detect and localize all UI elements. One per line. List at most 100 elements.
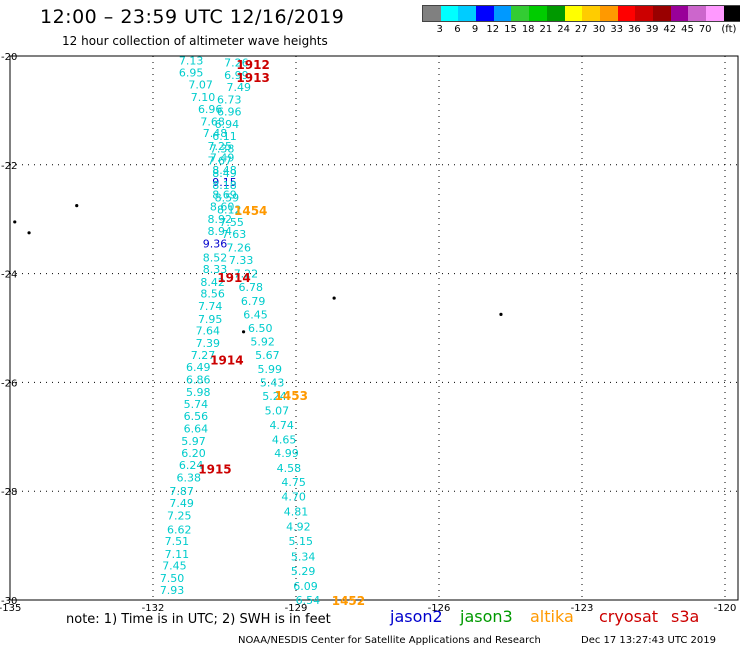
legend-label: 9	[471, 24, 479, 35]
legend-label: 15	[504, 24, 517, 35]
wave-height-label: 7.55	[219, 216, 244, 229]
lat-tick-label: -30	[1, 596, 17, 607]
credit-timestamp: Dec 17 13:27:43 UTC 2019	[581, 635, 716, 646]
wave-height-label: 5.67	[255, 349, 280, 362]
legend-swatch	[511, 6, 530, 21]
map-title: 12:00 – 23:59 UTC 12/16/2019	[40, 6, 345, 28]
legend-s3a: s3a	[671, 607, 700, 626]
legend-label: 33	[610, 24, 624, 35]
islands	[13, 204, 503, 334]
wave-height-label: 5.07	[265, 405, 290, 418]
wave-height-label: 7.07	[188, 78, 213, 91]
pass-time-label: 1453	[275, 389, 308, 403]
wave-height-label: 8.18	[212, 179, 237, 192]
pass-time-label: 1913	[236, 71, 269, 85]
wave-height-label: 4.74	[269, 419, 294, 432]
legend-label: 18	[521, 24, 535, 35]
wave-height-label: 5.15	[289, 535, 314, 548]
wave-height-label: 6.62	[167, 523, 192, 536]
wave-height-label: 7.13	[179, 54, 204, 67]
wave-height-label: 6.96	[198, 103, 223, 116]
legend-swatch	[476, 6, 494, 21]
wave-height-label: 6.94	[215, 118, 240, 131]
legend-swatch	[458, 6, 477, 21]
wave-height-label: 4.92	[286, 521, 311, 534]
wave-height-label: 8.49	[212, 167, 237, 180]
pass-time-label: 1914	[210, 354, 243, 368]
legend-jason2: jason2	[390, 607, 443, 626]
wave-height-label: 7.10	[191, 91, 216, 104]
wave-height-label: 6.56	[184, 410, 209, 423]
legend-label: 27	[574, 24, 588, 35]
grid-lines	[9, 55, 739, 601]
legend-swatch	[599, 6, 618, 21]
pass-time-label: 1454	[234, 204, 267, 218]
wave-height-label: 6.73	[217, 94, 242, 107]
wave-height-label: 5.92	[250, 336, 275, 349]
wave-height-label: 7.48	[203, 127, 228, 140]
wave-height-label: 5.97	[181, 435, 206, 448]
legend-swatch	[670, 6, 689, 21]
lat-tick-label: -26	[1, 378, 17, 389]
pass-time-label: 1912	[236, 58, 269, 72]
legend-label: 36	[628, 24, 641, 35]
wave-height-label: 6.78	[238, 281, 263, 294]
legend-label: 30	[592, 24, 606, 35]
legend-swatch	[493, 6, 512, 21]
lon-tick-label: -132	[142, 603, 165, 614]
legend-label: 45	[681, 24, 694, 35]
legend-swatch	[652, 6, 671, 21]
pass-time-label: 1914	[217, 271, 250, 285]
wave-height-label: 7.68	[200, 115, 225, 128]
wave-height-label: 8.69	[212, 189, 237, 202]
wave-height-label: 7.64	[196, 325, 221, 338]
legend-swatch	[423, 6, 441, 21]
legend-swatch	[706, 6, 724, 21]
lon-tick-label: -135	[0, 603, 21, 614]
legend-label: (ft)	[721, 24, 737, 35]
wave-height-label: 7.25	[167, 510, 192, 523]
wave-height-label: 8.33	[203, 263, 228, 276]
lon-tick-label: -126	[428, 603, 451, 614]
wave-height-label: 6.54	[296, 594, 321, 607]
wave-height-label: 5.98	[186, 386, 211, 399]
wave-height-label: 7.51	[165, 535, 190, 548]
wave-height-label: 4.99	[274, 447, 299, 460]
wave-height-label: 8.42	[200, 276, 225, 289]
legend-labels: 3 6 9 12 15 18 21 24 27 30 33 36 39 42 45 70 (ft)	[422, 22, 740, 36]
legend-label: 24	[557, 24, 570, 35]
wave-height-label: 8.59	[215, 191, 240, 204]
wave-height-label: 7.49	[169, 497, 194, 510]
color-legend: 3 6 9 12 15 18 21 24 27 30 33 36 39 42 45 70 (ft)	[422, 5, 740, 36]
wave-height-label: 6.86	[186, 374, 211, 387]
legend-swatch	[635, 6, 653, 21]
wave-height-label: 5.34	[291, 550, 316, 563]
wave-height-label: 8.60	[210, 201, 235, 214]
legend-label: 3	[436, 24, 443, 35]
wave-height-label: 7.95	[198, 313, 223, 326]
wave-height-label: 6.11	[212, 130, 237, 143]
lat-tick-label: -20	[1, 52, 17, 63]
wave-height-label: 7.26	[224, 57, 249, 70]
wave-height-label: 7.49	[210, 152, 235, 165]
wave-height-label: 6.49	[186, 361, 211, 374]
lon-tick-label: -123	[571, 603, 594, 614]
wave-height-label: 7.39	[196, 337, 221, 350]
wave-height-label: 6.99	[224, 69, 249, 82]
wave-height-label: 7.67	[207, 154, 232, 167]
wave-height-values: 7.136.957.077.106.967.687.487.257.498.48…	[160, 54, 320, 607]
wave-height-label: 7.63	[222, 228, 247, 241]
wave-height-label: 5.43	[260, 376, 285, 389]
legend-swatch	[723, 6, 740, 21]
wave-height-label: 6.45	[243, 308, 268, 321]
lat-tick-label: -22	[1, 161, 17, 172]
wave-height-label: 9.36	[203, 238, 228, 251]
wave-height-label: 7.25	[207, 140, 232, 153]
wave-height-label: 6.64	[184, 423, 209, 436]
wave-height-label: 9.15	[212, 176, 237, 189]
island-marker	[27, 231, 31, 235]
island-marker	[75, 204, 79, 208]
wave-height-label: 5.29	[291, 565, 316, 578]
axis-labels: -135 -132 -129 -126 -123 -120 -20 -22 -24 -26 -28 -…	[0, 52, 736, 614]
